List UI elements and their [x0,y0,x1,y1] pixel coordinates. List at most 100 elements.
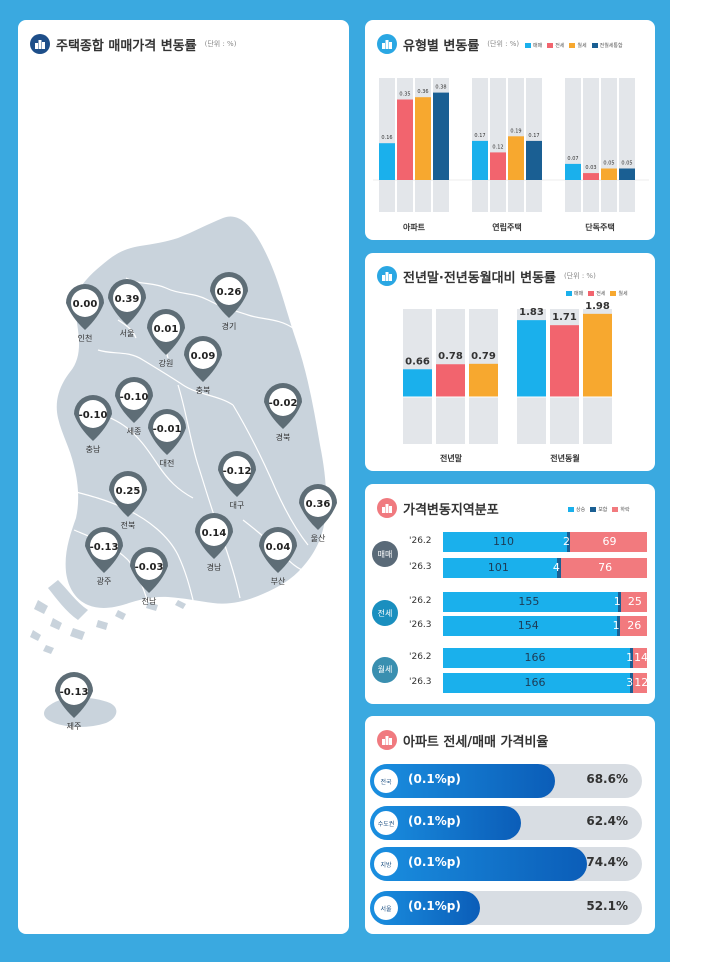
bar-value-label: 0.19 [510,128,521,134]
region-label: 전남 [142,596,157,606]
pin-face [90,532,118,560]
region-label: 대구 [230,501,245,510]
category-label: 아파트 [403,222,426,232]
bar-value-label: 0.17 [474,133,485,139]
down-segment [633,673,647,693]
jeju-island [44,697,117,727]
pin-value: 0.25 [116,486,141,497]
map-pin-10: -0.12 대구 [218,451,256,510]
flat-segment [566,532,570,552]
bar-value-label: 0.38 [435,85,446,91]
map-pin-16: -0.03 전남 [129,546,168,606]
yoy-change-title-text: 전년말·전년동월대비 변동률 [403,270,556,286]
flat-segment [630,673,634,693]
bar [403,369,432,397]
category-label: 전년동월 [550,453,579,463]
map-panel-title: 주택종합 매매가격 변동률 (단위 : %) [30,34,236,54]
pin-face [114,476,142,504]
bar [433,92,449,180]
distribution-bar: 101 4 76 [443,558,647,578]
yoy-change-legend: 매매 전세 월세 [566,290,628,297]
legend-item-integrated: 전월세통합 [591,42,623,49]
legend-item-jeonse: 전세 [588,290,605,297]
ratio-bar-fill [370,764,555,798]
type-change-unit: (단위 : %) [487,40,520,48]
region-badge: 전국 [374,769,398,793]
legend-item-flat: 보합 [590,506,607,513]
map-pin-8: -0.01 대전 [148,409,186,468]
ratio-bar-track: 수도권 (0.1%p) 62.4% [370,806,642,840]
pin-value: -0.10 [79,410,108,421]
pin-value: 0.09 [191,351,216,362]
ratio-bar-fill [370,847,587,881]
region-label: 서울 [120,329,135,338]
up-segment [443,558,557,578]
legend-item-jeonse: 전세 [547,42,564,49]
down-segment [633,648,647,668]
building-icon [377,498,397,518]
bar [565,163,581,180]
map-pin-2: 0.39 서울 [108,279,146,338]
pin-value: 0.04 [266,542,291,553]
down-count: 76 [598,561,613,574]
flat-count: 1 [613,595,621,608]
up-count: 166 [524,676,546,689]
region-label: 울산 [311,533,326,543]
type-change-legend: 매매 전세 월세 전월세통합 [525,42,623,49]
up-count: 154 [517,619,539,632]
region-label: 대전 [160,458,175,468]
bar [397,99,413,180]
pin-face [120,382,148,410]
bar-track [583,78,599,212]
map-pin-12: 0.36 울산 [299,484,337,543]
ratio-delta: (0.1%p) [408,899,461,913]
pin-face [113,284,141,312]
pin-face [269,388,297,416]
period-label: '26.3 [409,620,432,630]
bar [517,320,546,397]
period-label: '26.2 [409,536,432,546]
pin-face [200,518,228,546]
ratio-delta: (0.1%p) [408,855,461,869]
pin-value: -0.12 [223,466,252,477]
flat-count: 2 [562,535,570,548]
ratio-title: 아파트 전세/매매 가격비율 [377,730,548,750]
bar [508,136,524,180]
ratio-value: 74.4% [586,855,628,869]
up-segment [443,532,567,552]
period-label: '26.3 [409,677,432,687]
pin-face [223,456,251,484]
group-badge: 매매 [372,541,398,567]
up-segment [443,673,631,693]
korea-southwest-coast [30,580,186,654]
down-count: 14 [634,651,649,664]
region-label: 광주 [97,576,112,586]
pin-value: 0.36 [306,499,331,510]
map-pin-9: -0.02 경북 [264,383,302,442]
bar-value-label: 0.03 [585,165,596,171]
bar-track [619,78,635,212]
bar-value-label: 0.07 [567,156,578,162]
pin-value: -0.13 [90,542,119,553]
legend-item-wolse: 월세 [610,290,628,297]
map-pin-4: 0.26 경기 [210,272,248,331]
bar [469,363,498,397]
bar-track [565,78,581,212]
bar [436,364,465,397]
type-change-chart: 0.16 0.35 0.36 0.38 아파트 0.17 0.12 0.19 0.17 연립주택 0… [373,78,649,232]
map-pin-6: -0.10 세종 [115,376,153,436]
pin-value: -0.02 [269,398,298,409]
category-label: 전년말 [440,453,463,463]
region-label: 인천 [78,333,93,343]
ratio-bar-track: 서울 (0.1%p) 52.1% [370,891,642,925]
pin-face [264,532,292,560]
bar-value-label: 0.12 [492,144,503,150]
bar-value-label: 0.05 [603,161,614,167]
pin-face [189,341,217,369]
down-segment [619,616,647,636]
yoy-change-title: 전년말·전년동월대비 변동률 (단위 : %) [377,266,596,286]
region-label: 충남 [86,445,101,454]
legend-item-maemae: 매매 [566,290,583,297]
map-pin-13: 0.14 경남 [195,513,233,572]
ratio-bar-track: 지방 (0.1%p) 74.4% [370,847,642,881]
